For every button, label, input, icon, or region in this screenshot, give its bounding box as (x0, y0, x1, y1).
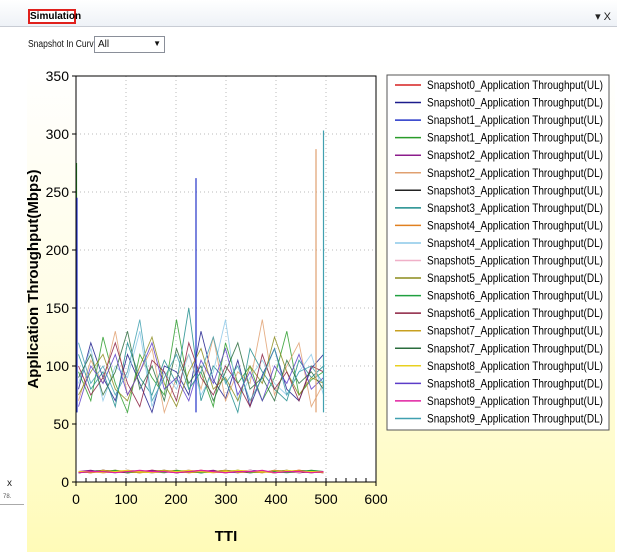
series-line (78, 319, 324, 403)
legend-item-label: Snapshot7_Application Throughput(DL) (427, 341, 603, 355)
legend-item-label: Snapshot3_Application Throughput(UL) (427, 183, 603, 197)
legend-item-label: Snapshot0_Application Throughput(UL) (427, 78, 603, 92)
snapshot-in-curve-select[interactable]: All ▼ (94, 36, 165, 53)
legend-item-label: Snapshot9_Application Throughput(UL) (427, 394, 603, 408)
legend-item-label: Snapshot5_Application Throughput(UL) (427, 254, 603, 268)
plot-background (76, 76, 376, 482)
snapshot-in-curve-label: Snapshot In Curve (28, 39, 99, 50)
series-line (78, 331, 324, 403)
x-tick-label: 300 (214, 491, 238, 507)
panel-menu-close-controls[interactable]: ▾ X (595, 11, 611, 23)
snapshot-select-value: All (98, 39, 110, 50)
legend-item-label: Snapshot6_Application Throughput(UL) (427, 289, 603, 303)
x-axis-title: TTI (215, 528, 238, 545)
legend-item-label: Snapshot4_Application Throughput(UL) (427, 218, 603, 232)
legend-item-label: Snapshot1_Application Throughput(DL) (427, 131, 603, 145)
side-panel-value: 78. (3, 494, 12, 500)
series-line (78, 319, 324, 407)
y-axis-title: Application Throughput(Mbps) (27, 169, 42, 388)
chevron-down-icon: ▼ (153, 39, 161, 48)
x-tick-label: 100 (114, 491, 138, 507)
y-tick-label: 0 (61, 474, 69, 490)
y-tick-label: 150 (46, 300, 70, 316)
y-tick-label: 350 (46, 68, 70, 84)
legend-item-label: Snapshot1_Application Throughput(UL) (427, 113, 603, 127)
y-tick-label: 300 (46, 126, 70, 142)
legend-item-label: Snapshot9_Application Throughput(DL) (427, 411, 603, 425)
x-tick-label: 500 (314, 491, 338, 507)
series-line (78, 469, 324, 474)
legend-item-label: Snapshot4_Application Throughput(DL) (427, 236, 603, 250)
x-tick-label: 0 (72, 491, 80, 507)
y-tick-label: 50 (53, 416, 69, 432)
y-tick-label: 200 (46, 242, 70, 258)
legend-item-label: Snapshot7_Application Throughput(UL) (427, 324, 603, 338)
legend-item-label: Snapshot0_Application Throughput(DL) (427, 96, 603, 110)
panel-tab-bar: Simulation ▾ X (0, 0, 617, 27)
legend-item-label: Snapshot5_Application Throughput(DL) (427, 271, 603, 285)
y-tick-label: 100 (46, 358, 70, 374)
legend-item-label: Snapshot2_Application Throughput(UL) (427, 148, 603, 162)
tab-simulation[interactable]: Simulation (28, 9, 82, 24)
throughput-chart: 0 50 100 150 200 250 300 350 0 100 200 300 400 500 600… (27, 68, 610, 545)
legend-box (386, 74, 610, 431)
series-line (78, 319, 324, 415)
y-tick-label: 250 (46, 184, 70, 200)
series-line (78, 335, 324, 408)
legend-item-label: Snapshot3_Application Throughput(DL) (427, 201, 603, 215)
series-line (78, 469, 324, 474)
x-tick-label: 600 (364, 491, 388, 507)
x-tick-label: 200 (164, 491, 188, 507)
throughput-chart-panel: 0 50 100 150 200 250 300 350 0 100 200 300 400 500 600… (27, 62, 615, 552)
side-panel-stub: x 78. (0, 478, 24, 552)
legend-item-label: Snapshot8_Application Throughput(DL) (427, 376, 603, 390)
x-tick-label: 400 (264, 491, 288, 507)
close-icon[interactable]: x (7, 478, 12, 489)
legend-item-label: Snapshot6_Application Throughput(DL) (427, 306, 603, 320)
divider (0, 504, 24, 505)
series-line (78, 307, 324, 415)
legend-item-label: Snapshot2_Application Throughput(DL) (427, 166, 603, 180)
toolbar: Snapshot In Curve All ▼ (0, 27, 617, 60)
legend-item-label: Snapshot8_Application Throughput(UL) (427, 359, 603, 373)
series-line (78, 341, 324, 407)
